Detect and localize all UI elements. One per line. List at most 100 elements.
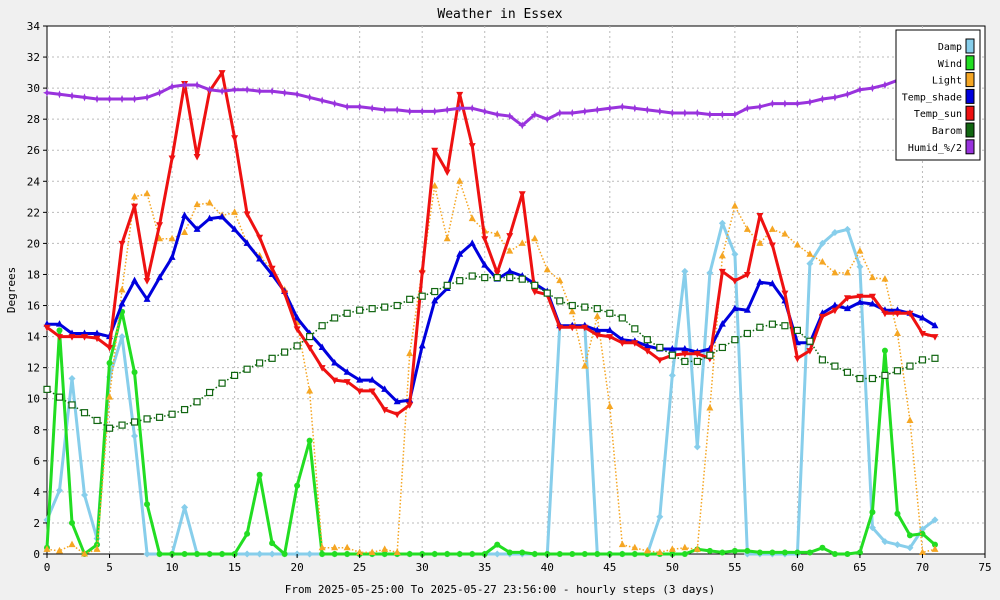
- series-temp-shade-point: [343, 368, 351, 375]
- series-wind-point: [469, 551, 476, 557]
- series-humid-2-point: [305, 93, 314, 102]
- series-barom-point: [806, 337, 814, 345]
- series-temp-sun-point: [256, 234, 264, 242]
- series-barom-point: [418, 292, 426, 300]
- series-temp-sun-point: [618, 340, 626, 347]
- series-barom-point: [243, 365, 251, 373]
- series-wind-point: [619, 551, 626, 557]
- series-temp-sun-point: [356, 388, 364, 395]
- series-barom-point: [631, 325, 639, 333]
- series-wind-point: [331, 551, 338, 557]
- series-barom-point: [531, 281, 539, 289]
- series-temp-sun-point: [743, 271, 751, 279]
- series-damp-point: [256, 550, 264, 558]
- series-light-point: [143, 189, 151, 197]
- series-wind-point: [806, 549, 813, 556]
- series-light-point: [368, 548, 376, 555]
- legend-swatch: [965, 38, 975, 54]
- series-humid-2-point: [130, 94, 139, 103]
- series-temp-shade-point: [606, 326, 614, 333]
- series-wind-point: [569, 551, 576, 557]
- series-barom-point: [205, 388, 214, 397]
- series-temp-sun-point: [843, 295, 851, 302]
- series-damp-point: [693, 443, 701, 451]
- series-barom-point: [918, 356, 927, 364]
- x-tick-label: 70: [916, 561, 929, 574]
- series-humid-2-point: [205, 85, 214, 94]
- series-damp-point: [306, 550, 314, 558]
- series-wind-point: [219, 551, 226, 557]
- series-damp-point: [56, 486, 64, 494]
- series-light-point: [693, 545, 701, 552]
- series-light-point: [681, 543, 689, 551]
- series-light-point: [806, 250, 814, 257]
- series-barom-point: [381, 303, 389, 311]
- series-light-point: [718, 251, 726, 259]
- legend-swatch: [965, 55, 975, 71]
- plot-area: [46, 25, 986, 555]
- series-light-point: [306, 386, 314, 394]
- series-barom: [43, 272, 939, 432]
- series-humid-2-point: [580, 107, 589, 116]
- series-light-point: [606, 402, 614, 409]
- series-humid-2-point: [430, 107, 439, 116]
- series-temp-sun-point: [693, 351, 701, 358]
- series-temp-sun-point: [481, 236, 489, 243]
- series-wind-point: [194, 551, 201, 557]
- series-barom-point: [643, 336, 651, 344]
- series-damp-point: [681, 267, 689, 275]
- series-humid-2-point: [730, 110, 739, 119]
- series-temp-shade-point: [168, 253, 176, 260]
- series-humid-2-point: [530, 110, 539, 119]
- series-barom-point: [818, 356, 827, 364]
- series-wind-point: [581, 551, 588, 557]
- series-humid-2-point: [755, 102, 764, 111]
- series-temp-shade-point: [268, 270, 276, 277]
- series-barom-point: [368, 305, 376, 313]
- series-damp-point: [131, 432, 139, 440]
- series-temp-shade-point: [481, 261, 489, 268]
- series-temp-shade-point: [593, 326, 601, 333]
- series-barom-point: [931, 354, 939, 362]
- series-damp-point: [68, 375, 76, 383]
- series-damp-point: [818, 239, 826, 247]
- series-humid-2-point: [443, 105, 452, 114]
- series-temp-shade-point: [231, 225, 239, 232]
- series-barom-point: [543, 289, 551, 297]
- series-humid-2-point: [843, 90, 852, 99]
- legend-label: Light: [932, 76, 962, 87]
- series-temp-sun-point: [331, 377, 339, 385]
- series-light-point: [618, 540, 626, 548]
- series-light-point: [206, 199, 214, 206]
- legend-label: Damp: [938, 42, 962, 53]
- y-axis-label: Degrees: [5, 267, 18, 313]
- series-barom-point: [493, 273, 501, 282]
- series-temp-sun-point: [243, 211, 251, 218]
- x-tick-label: 25: [353, 561, 366, 574]
- series-damp-point: [143, 550, 151, 558]
- series-light-point: [593, 312, 601, 319]
- series-temp-sun-point: [631, 340, 639, 347]
- series-damp-point: [668, 371, 676, 379]
- x-tick-label: 20: [291, 561, 304, 574]
- series-temp-shade-point: [93, 329, 101, 336]
- series-damp-point: [856, 263, 864, 271]
- series-barom-point: [718, 343, 726, 352]
- series-wind-point: [906, 532, 913, 539]
- series-temp-shade-point: [181, 211, 189, 218]
- series-humid-2-point: [618, 102, 627, 111]
- series-line-light: [46, 180, 936, 555]
- series-damp-point: [881, 538, 889, 546]
- series-temp-shade-point: [118, 299, 126, 307]
- series-light-point: [193, 200, 201, 208]
- series-humid-2-point: [855, 85, 864, 94]
- series-humid-2-point: [568, 108, 577, 117]
- series-wind-point: [931, 541, 938, 548]
- legend-swatch: [965, 139, 975, 155]
- series-humid-2-point: [880, 81, 889, 90]
- series-temp-shade-point: [468, 239, 476, 246]
- series-wind-point: [856, 549, 863, 556]
- series-temp-sun-point: [868, 293, 876, 301]
- series-temp-sun-point: [831, 307, 839, 315]
- series-barom-point: [581, 303, 589, 311]
